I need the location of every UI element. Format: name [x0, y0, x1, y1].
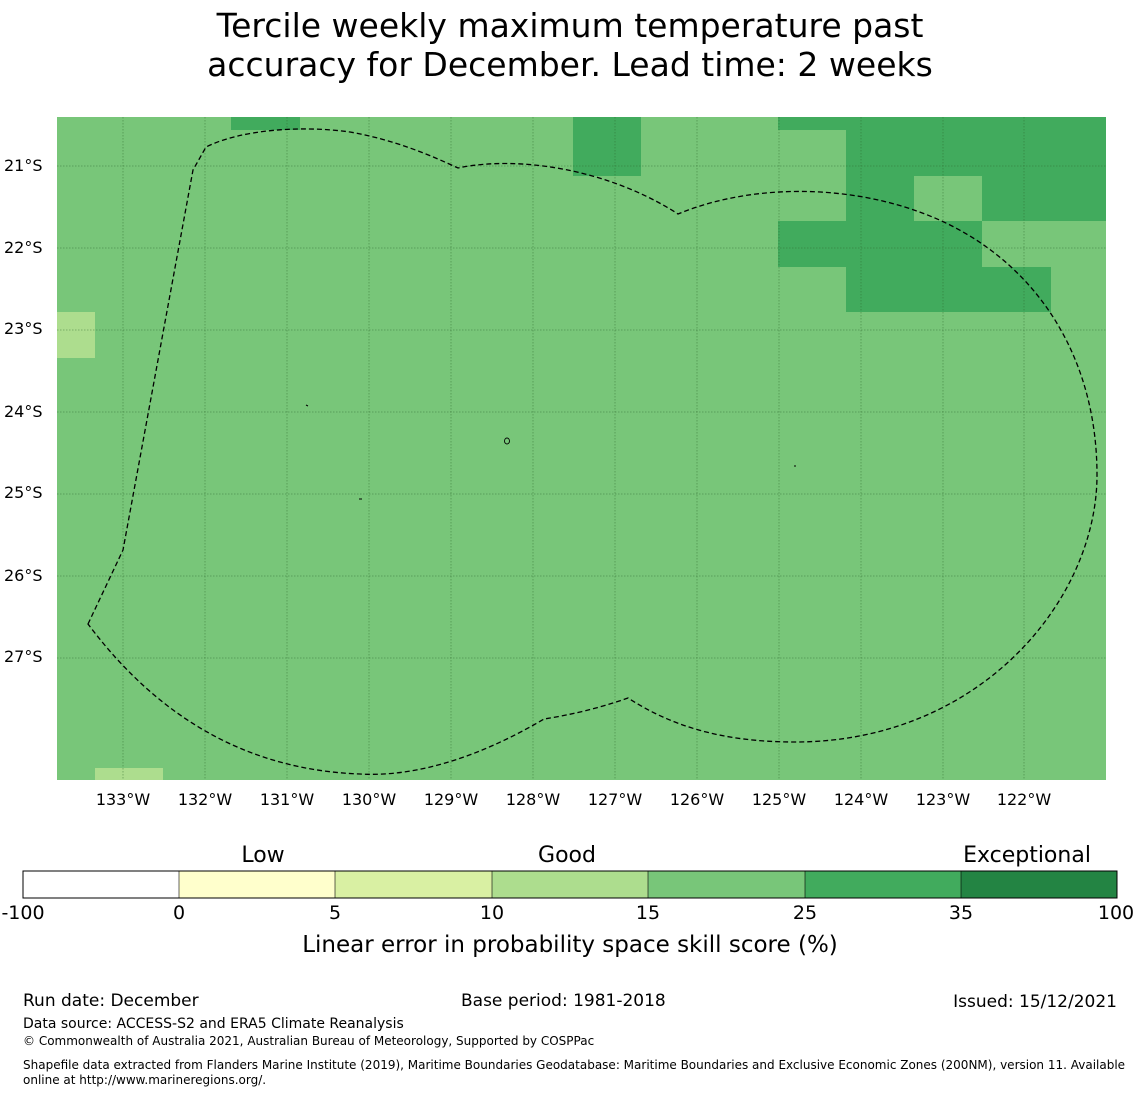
- base-period: Base period: 1981-2018: [461, 991, 666, 1011]
- data-source: Data source: ACCESS-S2 and ERA5 Climate …: [23, 1016, 404, 1032]
- lon-label: 123°W: [915, 790, 971, 809]
- lon-label: 133°W: [95, 790, 151, 809]
- title-line-2: accuracy for December. Lead time: 2 week…: [207, 45, 933, 84]
- island-marker: [504, 437, 510, 445]
- colorbar-tick: 5: [328, 902, 342, 924]
- map-panel: [57, 117, 1106, 780]
- colorbar-tick: -100: [1, 902, 45, 924]
- lon-label: 122°W: [996, 790, 1052, 809]
- colorbar-segment: [492, 871, 648, 898]
- shapefile-credit-1: Shapefile data extracted from Flanders M…: [23, 1058, 1126, 1072]
- colorbar-tick: 10: [479, 902, 505, 924]
- issued-date: Issued: 15/12/2021: [953, 992, 1117, 1012]
- skill-cell-high: [846, 176, 914, 221]
- copyright: © Commonwealth of Australia 2021, Austra…: [23, 1034, 595, 1048]
- island-marker: [305, 404, 309, 407]
- colorbar-segment: [805, 871, 961, 898]
- chart-title: Tercile weekly maximum temperature past …: [0, 6, 1140, 84]
- colorbar-segment: [335, 871, 492, 898]
- skill-field-background: [57, 117, 1106, 780]
- lon-label: 126°W: [669, 790, 725, 809]
- category-exceptional-label: Exceptional: [963, 843, 1091, 868]
- colorbar-title: Linear error in probability space skill …: [302, 932, 838, 958]
- colorbar-segment: [961, 871, 1117, 898]
- skill-cell-high: [231, 117, 300, 130]
- colorbar-tick: 15: [635, 902, 661, 924]
- colorbar-segment: [179, 871, 335, 898]
- lat-label: 21°S: [4, 156, 43, 175]
- skill-cell-high: [846, 130, 1106, 176]
- colorbar-tick: 100: [1097, 902, 1135, 924]
- category-good-label: Good: [538, 843, 596, 868]
- category-low-label: Low: [241, 843, 285, 868]
- skill-cell-low: [95, 768, 163, 780]
- lon-label: 129°W: [423, 790, 479, 809]
- skill-cell-high: [982, 176, 1106, 221]
- lon-label: 128°W: [505, 790, 561, 809]
- colorbar-dividers: [178, 871, 962, 898]
- lat-label: 26°S: [4, 566, 43, 585]
- lat-label: 23°S: [4, 319, 43, 338]
- colorbar-outline: [22, 870, 1118, 899]
- colorbar-segment: [23, 871, 179, 898]
- skill-cell-high: [778, 117, 1106, 130]
- shapefile-credit-2: online at http://www.marineregions.org/.: [23, 1073, 267, 1087]
- lat-label: 22°S: [4, 238, 43, 257]
- skill-cell-high: [573, 117, 641, 176]
- lat-label: 27°S: [4, 647, 43, 666]
- eez-boundary: [87, 128, 1098, 775]
- colorbar-tick: 0: [172, 902, 186, 924]
- skill-cell-low: [57, 312, 95, 358]
- run-date: Run date: December: [23, 991, 199, 1011]
- lon-label: 130°W: [341, 790, 397, 809]
- lon-label: 132°W: [177, 790, 233, 809]
- lat-label: 24°S: [4, 402, 43, 421]
- colorbar-tick: 25: [792, 902, 818, 924]
- lon-label: 131°W: [259, 790, 315, 809]
- colorbar: [22, 870, 1118, 899]
- lat-label: 25°S: [4, 483, 43, 502]
- lon-label: 127°W: [587, 790, 643, 809]
- skill-cell-high: [846, 267, 1051, 312]
- colorbar-segment: [648, 871, 805, 898]
- graticule: [57, 117, 1106, 780]
- lon-label: 124°W: [833, 790, 889, 809]
- lon-label: 125°W: [751, 790, 807, 809]
- colorbar-tick: 35: [948, 902, 974, 924]
- title-line-1: Tercile weekly maximum temperature past: [216, 6, 924, 45]
- skill-cell-high: [778, 221, 982, 267]
